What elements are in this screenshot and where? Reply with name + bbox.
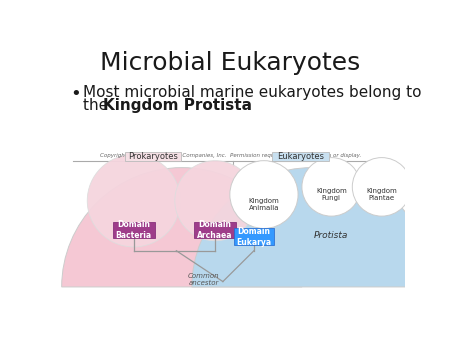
Circle shape: [230, 161, 298, 228]
Text: Most microbial marine eukaryotes belong to: Most microbial marine eukaryotes belong …: [83, 85, 421, 100]
Text: Microbial Eukaryotes: Microbial Eukaryotes: [100, 51, 361, 75]
Text: Eukaryotes: Eukaryotes: [277, 152, 324, 161]
Circle shape: [302, 158, 361, 216]
Text: Domain
Bacteria: Domain Bacteria: [116, 220, 152, 240]
Text: Domain
Eukarya: Domain Eukarya: [236, 227, 271, 247]
Circle shape: [87, 154, 180, 247]
FancyBboxPatch shape: [234, 228, 274, 245]
Circle shape: [352, 158, 411, 216]
Text: Copyright © The McGraw-Hill Companies, Inc.  Permission required for reproductio: Copyright © The McGraw-Hill Companies, I…: [100, 152, 361, 158]
Text: Kingdom Protista: Kingdom Protista: [103, 98, 252, 113]
Text: Protista: Protista: [314, 231, 349, 240]
FancyBboxPatch shape: [125, 152, 181, 161]
Wedge shape: [62, 168, 302, 287]
Text: Domain
Archaea: Domain Archaea: [198, 220, 233, 240]
Text: the: the: [83, 98, 112, 113]
Text: Kingdom
Animalia: Kingdom Animalia: [248, 198, 279, 211]
Wedge shape: [192, 168, 432, 287]
Circle shape: [175, 161, 256, 241]
Text: Prokaryotes: Prokaryotes: [128, 152, 178, 161]
FancyBboxPatch shape: [113, 221, 155, 238]
Text: Common
ancestor: Common ancestor: [188, 273, 219, 286]
Text: Kingdom
Plantae: Kingdom Plantae: [366, 188, 397, 201]
FancyBboxPatch shape: [194, 221, 236, 238]
Text: •: •: [70, 85, 81, 103]
Text: Kingdom
Fungi: Kingdom Fungi: [316, 188, 347, 201]
FancyBboxPatch shape: [272, 152, 328, 161]
